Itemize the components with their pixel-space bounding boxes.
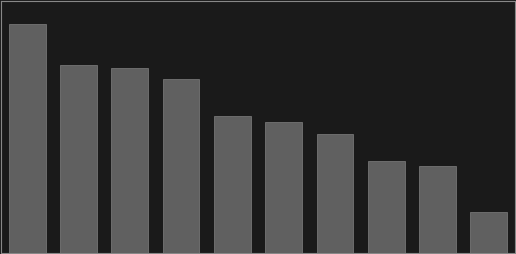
Bar bbox=[111, 68, 148, 253]
Bar bbox=[265, 122, 302, 253]
Bar bbox=[60, 65, 97, 253]
Bar bbox=[316, 134, 353, 253]
Bar bbox=[214, 116, 251, 253]
Bar bbox=[419, 166, 456, 253]
Bar bbox=[471, 212, 507, 253]
Bar bbox=[368, 161, 405, 253]
Bar bbox=[9, 24, 45, 253]
Bar bbox=[163, 79, 200, 253]
